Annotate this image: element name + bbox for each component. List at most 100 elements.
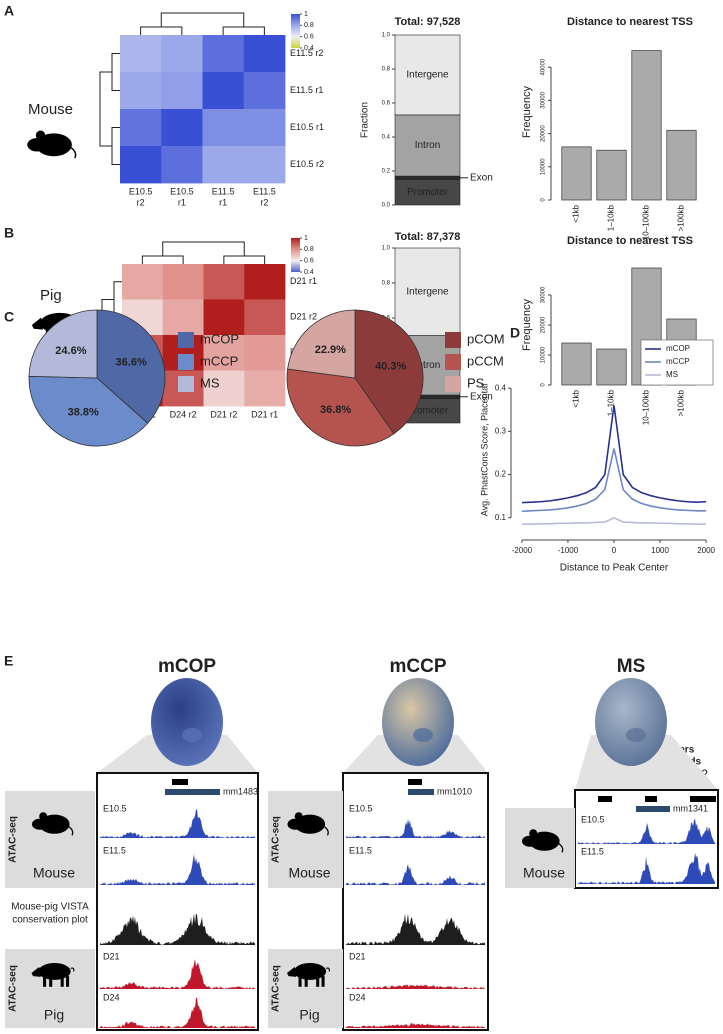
bar <box>596 149 627 201</box>
heatmap-cell <box>203 370 245 407</box>
column-label: E11.5 <box>253 186 276 196</box>
slice-label: 40.3% <box>375 361 406 373</box>
chart-title: Distance to nearest TSS <box>567 16 693 28</box>
heatmap-cell <box>244 264 286 300</box>
embryo-image <box>151 678 223 766</box>
chart-title: Distance to nearest TSS <box>567 235 693 247</box>
enhancer-id: mm1341 <box>673 803 708 813</box>
embryo-image <box>382 678 454 766</box>
heatmap-cell <box>203 264 245 300</box>
colorbar-tick-label: 0.4 <box>304 45 314 52</box>
species-box <box>268 949 343 1028</box>
y-tick-label: 1.0 <box>382 246 391 252</box>
column-title: mCOP <box>158 656 216 677</box>
y-tick-label: 0.0 <box>382 203 391 209</box>
segment-label: Promoter <box>407 187 449 198</box>
bar <box>666 129 697 201</box>
colorbar-tick-label: 1 <box>304 235 308 242</box>
legend-label: PS <box>467 375 485 390</box>
enhancer-bar <box>408 789 434 795</box>
x-tick-label: 10–100kb <box>642 204 651 240</box>
colorbar-tick-label: 0.6 <box>304 258 314 265</box>
assay-label: ATAC-seq <box>8 816 19 863</box>
heatmap-cell <box>203 299 245 336</box>
track-label: E11.5 <box>581 846 604 856</box>
y-tick-label: 1.0 <box>382 33 391 39</box>
heatmap-cell <box>120 72 162 110</box>
signal-track <box>578 818 715 844</box>
signal-track <box>578 852 715 884</box>
y-tick-label: 0.6 <box>382 101 391 107</box>
heatmap-cell <box>161 72 203 110</box>
enhancer-bar <box>636 806 670 812</box>
track-label: E11.5 <box>349 845 372 855</box>
pie-slice <box>96 309 166 424</box>
panel-label: D <box>510 325 520 341</box>
segment-label: Promoter <box>407 405 449 416</box>
legend-label: mCOP <box>666 344 690 353</box>
track-label: D24 <box>349 992 366 1002</box>
y-tick-label: 0 <box>541 198 547 202</box>
panel-label: B <box>4 225 14 241</box>
heatmap-cell <box>202 109 245 147</box>
x-tick-label: 1000 <box>651 546 669 555</box>
heatmap-cell <box>203 335 245 371</box>
heatmap-cell <box>161 109 203 147</box>
column-label: r1 <box>219 197 227 207</box>
colorbar-tick-label: 0.4 <box>304 269 314 276</box>
conservation-label: Mouse-pig VISTA <box>11 902 89 913</box>
heatmap-cell <box>243 146 286 184</box>
y-tick-label: 30000 <box>541 286 547 303</box>
mouse-icon <box>26 129 77 159</box>
line-series <box>521 516 707 526</box>
embryo-limb <box>182 728 202 742</box>
heatmap-cell <box>120 146 162 184</box>
segment-label: Intron <box>415 140 441 151</box>
y-tick-label: 0.4 <box>382 135 391 141</box>
y-tick-label: 30000 <box>541 91 547 108</box>
line-series <box>521 405 707 504</box>
heatmap-cell <box>120 35 162 73</box>
column-label: r2 <box>137 197 145 207</box>
dendrogram <box>99 12 265 165</box>
track-label: E10.5 <box>581 814 605 824</box>
column-label: r1 <box>178 197 186 207</box>
slice-label: 22.9% <box>315 344 346 356</box>
enhancer-element <box>408 779 422 785</box>
y-tick-label: 20000 <box>541 125 547 142</box>
segment-label: Exon <box>470 172 493 183</box>
signal-track <box>346 864 485 885</box>
y-tick-label: 0.8 <box>382 281 391 287</box>
assay-label: ATAC-seq <box>271 965 282 1012</box>
heatmap-cell <box>161 146 203 184</box>
legend-label: mCOP <box>200 331 239 346</box>
heatmap-cell <box>120 109 162 147</box>
panel-label: A <box>4 3 14 19</box>
heatmap-cell <box>243 35 286 73</box>
conservation-label: conservation plot <box>12 915 88 926</box>
x-tick-label: 0 <box>612 546 617 555</box>
track-label: E10.5 <box>349 803 373 813</box>
legend-swatch <box>445 332 461 348</box>
y-tick-label: 10000 <box>541 346 547 363</box>
track-label: D24 <box>103 992 120 1002</box>
species-box <box>268 791 343 888</box>
x-tick-label: <1kb <box>572 389 581 407</box>
column-label: D21 r2 <box>210 409 237 419</box>
chart-title: Total: 87,378 <box>395 231 461 243</box>
species-label: Pig <box>44 1007 64 1023</box>
segment-label: Intergene <box>406 70 449 81</box>
x-axis-label: Distance to Peak Center <box>560 563 669 574</box>
x-tick-label: 2000 <box>697 546 715 555</box>
chart-title: Total: 97,528 <box>395 16 461 28</box>
legend-label: MS <box>200 375 220 390</box>
signal-track <box>346 1022 485 1028</box>
y-tick-label: 20000 <box>541 316 547 333</box>
pie-slice <box>28 309 98 379</box>
legend-swatch <box>178 354 194 370</box>
species-label: Mouse <box>288 865 330 881</box>
legend-label: MS <box>666 370 678 379</box>
x-tick-label: 1–10kb <box>607 204 616 231</box>
row-label: E11.5 r2 <box>290 48 323 58</box>
